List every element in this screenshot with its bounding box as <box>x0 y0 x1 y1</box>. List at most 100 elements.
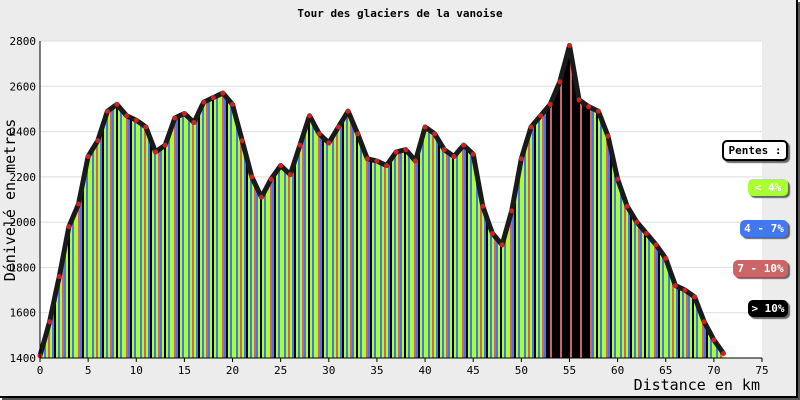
slope-bar <box>132 118 134 358</box>
slope-bar <box>260 194 262 358</box>
slope-bar <box>382 163 384 358</box>
slope-bar <box>402 150 404 358</box>
x-tick-label: 20 <box>226 364 239 377</box>
elevation-point <box>566 43 572 49</box>
slope-bar <box>230 101 232 358</box>
slope-bar <box>88 157 90 358</box>
elevation-point <box>432 131 438 137</box>
slope-bar <box>452 155 454 358</box>
slope-bar <box>140 122 142 359</box>
slope-bar <box>400 151 402 358</box>
slope-bar <box>166 142 168 358</box>
slope-bar <box>116 105 118 358</box>
slope-bar <box>638 223 640 358</box>
slope-bar <box>356 129 358 358</box>
slope-bar <box>354 125 356 358</box>
slope-bar <box>276 172 278 358</box>
slope-bar <box>608 136 610 358</box>
legend-slope-under-4: < 4% <box>748 179 788 196</box>
slope-bar <box>118 105 120 359</box>
slope-bar <box>188 116 190 358</box>
slope-bar <box>210 99 212 358</box>
slope-bar <box>266 188 268 358</box>
slope-bar <box>454 156 456 358</box>
slope-bar <box>628 207 630 358</box>
slope-bar <box>332 137 334 358</box>
slope-bar <box>694 296 696 358</box>
slope-bar <box>120 107 122 358</box>
slope-bar <box>342 121 344 358</box>
slope-bar <box>622 191 624 358</box>
slope-bar <box>394 155 396 358</box>
slope-bar <box>688 292 690 358</box>
slope-bar <box>562 73 564 358</box>
slope-bar <box>398 151 400 358</box>
slope-bar <box>514 198 516 358</box>
elevation-point <box>364 156 370 162</box>
slope-bar <box>288 172 290 358</box>
slope-bar <box>74 214 76 358</box>
slope-bar <box>544 111 546 358</box>
slope-bar <box>344 117 346 358</box>
slope-bar <box>594 109 596 358</box>
slope-bar <box>336 131 338 358</box>
slope-bar <box>418 151 420 358</box>
slope-bar <box>60 272 62 358</box>
slope-bar <box>324 138 326 358</box>
slope-bar <box>510 216 512 358</box>
elevation-point <box>653 242 659 248</box>
slope-bar <box>468 149 470 358</box>
slope-bar <box>326 140 328 358</box>
legend-slope-4-7: 4 - 7% <box>740 220 788 237</box>
y-axis-label: Dénivelé en metres <box>1 119 19 282</box>
slope-bar <box>692 295 694 358</box>
slope-bar <box>590 107 592 359</box>
elevation-point <box>586 104 592 110</box>
slope-bar <box>680 287 682 358</box>
slope-bar <box>278 169 280 358</box>
elevation-point <box>615 176 621 182</box>
elevation-point <box>489 230 495 236</box>
slope-bar <box>80 196 82 358</box>
slope-bar <box>566 58 568 359</box>
slope-bar <box>504 238 506 358</box>
slope-bar <box>366 155 368 358</box>
elevation-point <box>181 110 187 116</box>
slope-bar <box>654 242 656 358</box>
slope-bar <box>138 121 140 359</box>
elevation-point <box>663 255 669 261</box>
elevation-point <box>56 273 62 279</box>
slope-bar <box>458 151 460 358</box>
elevation-point <box>47 319 53 325</box>
slope-bar <box>476 169 478 358</box>
slope-bar <box>524 149 526 358</box>
slope-bar <box>82 186 84 358</box>
slope-bar <box>162 147 164 358</box>
legend-slope-over-10: > 10% <box>748 300 788 317</box>
slope-bar <box>648 235 650 358</box>
slope-bar <box>642 228 644 358</box>
slope-bar <box>104 121 106 358</box>
slope-bar <box>234 109 236 358</box>
elevation-point <box>441 147 447 153</box>
slope-bar <box>512 209 514 358</box>
slope-bar <box>494 235 496 358</box>
elevation-point <box>85 153 91 159</box>
elevation-point <box>499 242 505 248</box>
slope-bar <box>532 125 534 358</box>
y-tick-label: 2800 <box>10 35 37 48</box>
slope-bar <box>616 171 618 358</box>
elevation-point <box>287 172 293 178</box>
slope-bars <box>40 48 724 359</box>
x-axis-label: Distance en km <box>634 376 760 394</box>
slope-bar <box>236 117 238 359</box>
slope-bar <box>194 122 196 358</box>
slope-bar <box>228 99 230 359</box>
legend-slope-7-10: 7 - 10% <box>733 260 788 277</box>
elevation-point <box>153 149 159 155</box>
slope-bar <box>430 130 432 358</box>
slope-bar <box>240 132 242 358</box>
slope-bar <box>672 276 674 358</box>
elevation-point <box>461 142 467 148</box>
elevation-point <box>316 131 322 137</box>
